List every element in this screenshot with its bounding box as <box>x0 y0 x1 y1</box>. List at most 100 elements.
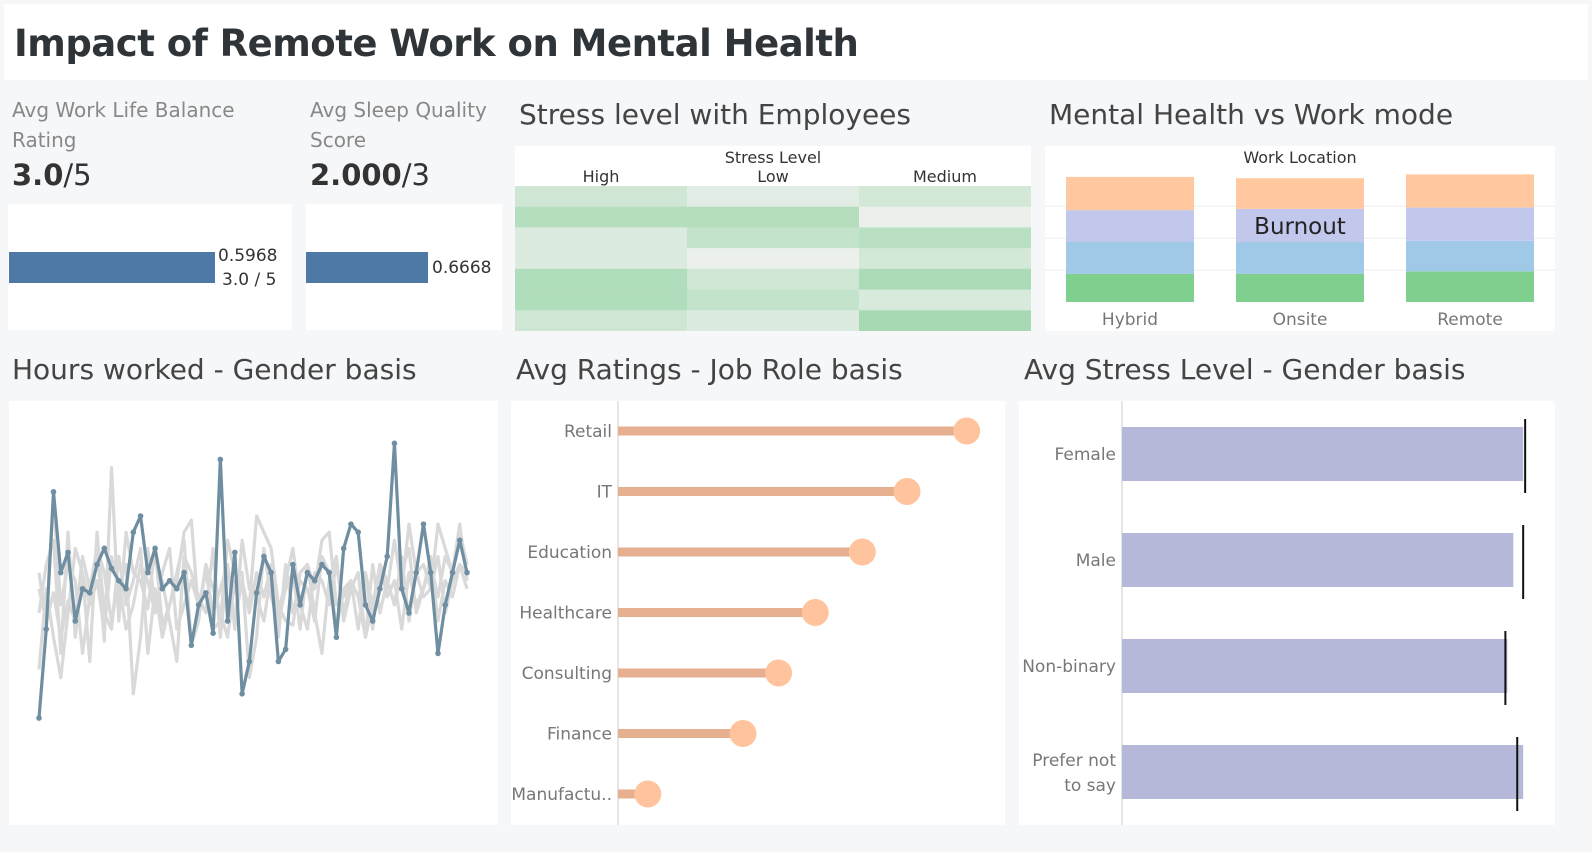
hours-point <box>166 577 173 584</box>
kpi-work-life-value-main: 3.0 <box>12 158 64 192</box>
hours-point <box>275 658 282 665</box>
kpi-sleep-bar-panel: 0.6668 <box>306 204 502 330</box>
heatmap-cell <box>515 186 688 208</box>
ratings-dot <box>953 417 981 445</box>
heatmap-cell <box>859 186 1031 208</box>
ratings-dot <box>634 780 662 808</box>
hours-point <box>391 440 398 447</box>
ratings-dot <box>729 720 757 747</box>
hours-point <box>304 569 311 576</box>
hours-point <box>79 585 86 592</box>
hours-point <box>427 569 434 576</box>
stress-gender-title: Avg Stress Level - Gender basis <box>1024 353 1466 386</box>
hours-point <box>333 634 340 641</box>
kpi-sleep-value-suffix: /3 <box>401 158 430 192</box>
hours-point <box>406 610 412 616</box>
hours-point <box>65 549 71 556</box>
hours-point <box>145 569 151 576</box>
workmode-bar-segment <box>1406 271 1534 302</box>
heatmap-cell <box>687 186 860 208</box>
hours-title: Hours worked - Gender basis <box>12 353 417 386</box>
ratings-y-tick: Manufactu.. <box>511 785 612 805</box>
hours-point <box>232 549 238 556</box>
hours-point <box>319 561 325 568</box>
ratings-dot <box>848 538 876 566</box>
heatmap-cell <box>687 227 860 249</box>
workmode-title: Mental Health vs Work mode <box>1049 98 1454 131</box>
heatmap-cell <box>687 248 860 270</box>
ratings-y-tick: Education <box>527 543 612 563</box>
kpi-work-life-bar-rating: 3.0 / 5 <box>222 270 277 290</box>
heatmap-col-medium: Medium <box>913 167 977 186</box>
heatmap-grid <box>515 186 1031 331</box>
stress-bar <box>1122 427 1524 481</box>
hours-point <box>398 585 405 592</box>
hours-point <box>217 456 224 463</box>
kpi-sleep-bar-label: 0.6668 <box>432 258 492 278</box>
ratings-title: Avg Ratings - Job Role basis <box>516 353 903 386</box>
stress-y-tick: Prefer not <box>1032 751 1116 771</box>
hours-point <box>181 569 187 576</box>
ratings-dot <box>893 478 921 505</box>
hours-point <box>72 618 79 624</box>
workmode-bar-segment <box>1236 242 1364 274</box>
heatmap-header-title: Stress Level <box>724 148 822 167</box>
hours-point <box>239 691 245 697</box>
heatmap-cell <box>515 206 688 228</box>
hours-line <box>37 465 469 643</box>
ratings-panel: Retail IT Education Healthcare Consulting Fin… <box>511 401 1005 825</box>
hours-point <box>384 553 391 560</box>
kpi-work-life-bar-panel: 0.5968 3.0 / 5 <box>8 204 292 330</box>
heatmap-cell <box>859 289 1031 311</box>
workmode-bar-segment <box>1236 273 1364 302</box>
hours-point <box>188 642 195 649</box>
kpi-sleep-bar[interactable] <box>306 252 429 283</box>
heatmap-title: Stress level with Employees <box>519 98 911 131</box>
hours-point <box>362 602 369 608</box>
hours-point <box>413 569 420 576</box>
hours-point <box>261 553 267 560</box>
workmode-bar-segment <box>1066 242 1194 274</box>
dashboard-title: Impact of Remote Work on Mental Health <box>14 22 859 65</box>
hours-point <box>348 521 354 527</box>
hours-point <box>340 545 347 552</box>
heatmap-cell <box>687 310 860 331</box>
workmode-x-tick: Hybrid <box>1102 310 1158 330</box>
workmode-x-tick: Onsite <box>1273 310 1328 330</box>
stress-y-tick: to say <box>1064 776 1116 796</box>
hours-point <box>290 561 296 568</box>
hours-point <box>420 521 427 527</box>
hours-chart <box>36 440 470 721</box>
ratings-dot <box>765 659 793 687</box>
heatmap-cell <box>859 310 1031 331</box>
workmode-bar-segment <box>1406 174 1534 208</box>
ratings-y-tick: Finance <box>547 725 612 745</box>
hours-point <box>377 585 383 592</box>
ratings-y-tick: Consulting <box>522 664 612 684</box>
hours-point <box>36 715 42 721</box>
ratings-dot <box>801 599 829 626</box>
kpi-sleep-value-main: 2.000 <box>310 158 402 192</box>
workmode-bar-segment <box>1066 176 1194 211</box>
heatmap-cell <box>687 206 860 228</box>
workmode-bar-segment <box>1406 207 1534 241</box>
hours-point <box>246 658 253 665</box>
kpi-sleep-value: 2.000/3 <box>310 158 430 192</box>
workmode-tooltip-label: Burnout <box>1254 214 1346 240</box>
workmode-header-title: Work Location <box>1243 148 1357 167</box>
hours-point <box>57 569 64 576</box>
heatmap-cell <box>859 248 1031 270</box>
hours-point <box>449 569 456 576</box>
hours-point <box>108 565 115 572</box>
kpi-work-life-bar[interactable] <box>9 252 216 283</box>
workmode-x-tick: Remote <box>1437 310 1503 330</box>
ratings-y-tick: Retail <box>564 422 612 442</box>
heatmap-cell <box>515 227 688 249</box>
heatmap-col-high: High <box>582 167 620 186</box>
stress-bar <box>1122 639 1508 693</box>
heatmap-cell <box>687 289 860 311</box>
hours-point <box>456 537 463 544</box>
workmode-chart: Hybrid Onsite Remote Burnout <box>1045 174 1555 330</box>
workmode-bar-segment <box>1236 208 1364 243</box>
hours-point <box>159 585 166 592</box>
